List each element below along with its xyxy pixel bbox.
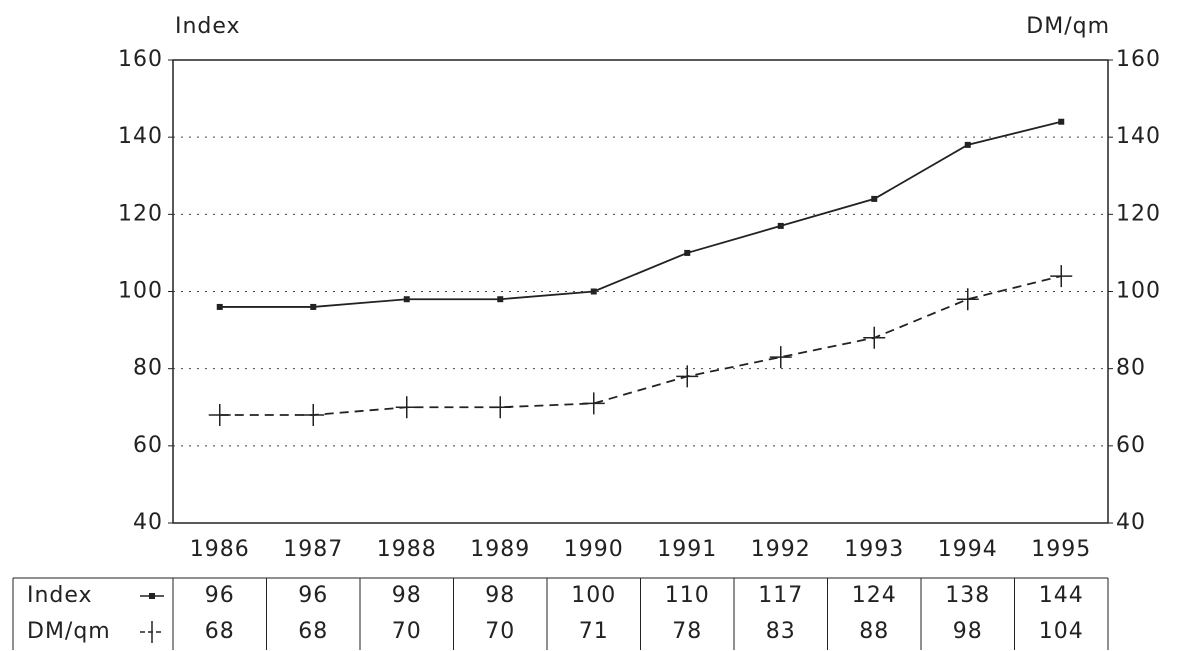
table-cell: 78 <box>672 619 702 644</box>
table-cell: 144 <box>1039 583 1084 608</box>
x-tick-label: 1991 <box>657 537 717 562</box>
legend-marker <box>149 593 155 599</box>
y2-tick-label: 100 <box>1116 279 1161 304</box>
point <box>1050 265 1073 288</box>
table-cell: 98 <box>485 583 515 608</box>
table-cell: 96 <box>205 583 235 608</box>
table-row-label: DM/qm <box>27 619 111 644</box>
x-tick-label: 1992 <box>751 537 811 562</box>
point <box>216 303 223 310</box>
y-tick-label: 80 <box>133 356 163 381</box>
y2-tick-label: 160 <box>1116 47 1161 72</box>
y2-axis-title: DM/qm <box>1026 14 1110 39</box>
table-cell: 104 <box>1039 619 1084 644</box>
y2-tick-label: 60 <box>1116 433 1146 458</box>
table-cell: 68 <box>205 619 235 644</box>
x-tick-label: 1995 <box>1031 537 1091 562</box>
series-line <box>219 275 1062 416</box>
table-cell: 70 <box>392 619 422 644</box>
y-tick-label: 100 <box>118 279 163 304</box>
table-cell: 124 <box>852 583 897 608</box>
point <box>208 403 231 426</box>
point <box>582 392 605 415</box>
point <box>676 365 699 388</box>
point <box>777 222 784 229</box>
point <box>497 296 504 303</box>
y-tick-label: 120 <box>118 201 163 226</box>
point <box>684 249 691 256</box>
y2-tick-label: 40 <box>1116 510 1146 535</box>
table-cell: 88 <box>859 619 889 644</box>
point <box>956 288 979 311</box>
y-tick-label: 140 <box>118 124 163 149</box>
table-cell: 83 <box>766 619 796 644</box>
point <box>590 288 597 295</box>
x-tick-label: 1990 <box>564 537 624 562</box>
table-cell: 98 <box>953 619 983 644</box>
table-cell: 110 <box>665 583 710 608</box>
table-cell: 96 <box>298 583 328 608</box>
table-cell: 71 <box>579 619 609 644</box>
point <box>1058 118 1065 125</box>
x-tick-label: 1987 <box>283 537 343 562</box>
x-tick-label: 1989 <box>470 537 530 562</box>
y-axis-title: Index <box>175 14 241 39</box>
point <box>863 326 886 349</box>
x-tick-label: 1986 <box>190 537 250 562</box>
table-cell: 117 <box>758 583 803 608</box>
table-cell: 70 <box>485 619 515 644</box>
x-tick-label: 1993 <box>844 537 904 562</box>
point <box>302 403 325 426</box>
series-line <box>219 120 1062 308</box>
y2-tick-label: 140 <box>1116 124 1161 149</box>
x-tick-label: 1994 <box>938 537 998 562</box>
table-cell: 68 <box>298 619 328 644</box>
table-row-label: Index <box>27 583 93 608</box>
y2-tick-label: 120 <box>1116 201 1161 226</box>
point <box>964 141 971 148</box>
point <box>489 396 512 419</box>
x-tick-label: 1988 <box>377 537 437 562</box>
y2-tick-label: 80 <box>1116 356 1146 381</box>
table-cell: 98 <box>392 583 422 608</box>
point <box>395 396 418 419</box>
point <box>403 296 410 303</box>
y-tick-label: 60 <box>133 433 163 458</box>
point <box>769 346 792 369</box>
table-cell: 100 <box>571 583 616 608</box>
point <box>310 303 317 310</box>
point <box>871 195 878 202</box>
table-cell: 138 <box>945 583 990 608</box>
y-tick-label: 40 <box>133 510 163 535</box>
y-tick-label: 160 <box>118 47 163 72</box>
